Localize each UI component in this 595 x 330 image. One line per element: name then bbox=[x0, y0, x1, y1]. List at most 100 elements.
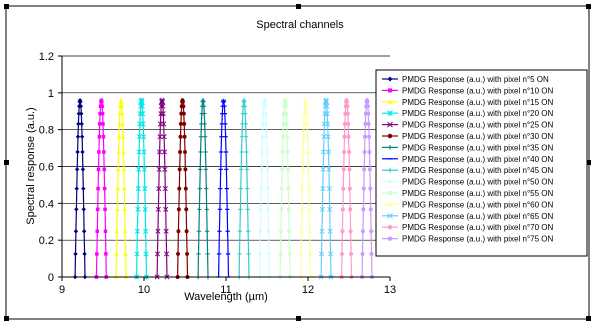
series-marker bbox=[162, 186, 168, 192]
legend-entry: PMDG Response (a.u.) with pixel n°40 ON bbox=[382, 155, 553, 164]
series-marker bbox=[120, 121, 125, 126]
series-marker bbox=[305, 134, 310, 139]
series-marker bbox=[323, 99, 330, 105]
series-marker bbox=[266, 229, 271, 234]
series-marker bbox=[369, 251, 374, 256]
series-marker bbox=[74, 186, 79, 191]
grid-lines bbox=[62, 55, 390, 241]
series-marker bbox=[73, 251, 78, 257]
series-marker bbox=[366, 111, 371, 116]
legend-label: PMDG Response (a.u.) with pixel n°70 ON bbox=[402, 223, 553, 232]
selection-handle bbox=[296, 316, 301, 321]
series-marker bbox=[300, 167, 305, 172]
series-marker bbox=[242, 104, 248, 109]
series-marker bbox=[116, 149, 121, 154]
series-marker bbox=[182, 121, 187, 126]
series-marker bbox=[326, 166, 332, 172]
series-marker bbox=[134, 251, 140, 257]
series-marker bbox=[161, 121, 167, 127]
legend-label: PMDG Response (a.u.) with pixel n°35 ON bbox=[402, 143, 553, 152]
series-marker bbox=[103, 207, 107, 212]
series-marker bbox=[97, 122, 102, 126]
legend-box bbox=[375, 69, 588, 257]
series-marker bbox=[285, 150, 290, 154]
series-marker bbox=[281, 122, 286, 126]
series-marker bbox=[75, 134, 81, 139]
series-marker bbox=[368, 186, 373, 191]
series-marker bbox=[246, 251, 251, 257]
series-marker bbox=[121, 167, 127, 172]
series-marker bbox=[204, 229, 210, 234]
series-marker bbox=[387, 110, 393, 117]
series-marker bbox=[95, 207, 100, 212]
series-marker bbox=[239, 134, 245, 139]
series-marker bbox=[243, 134, 249, 139]
series-marker bbox=[157, 149, 163, 155]
series-marker bbox=[81, 186, 86, 191]
series-marker bbox=[177, 167, 182, 172]
series-marker bbox=[360, 251, 365, 256]
legend-label: PMDG Response (a.u.) with pixel n°25 ON bbox=[402, 121, 553, 130]
chart-title: Spectral channels bbox=[256, 19, 344, 31]
selection-handle bbox=[586, 160, 591, 165]
series-marker bbox=[387, 99, 393, 104]
legend-entry: PMDG Response (a.u.) with pixel n°5 ON bbox=[382, 75, 549, 84]
series-marker bbox=[177, 186, 182, 191]
series-marker bbox=[180, 99, 185, 104]
series-marker bbox=[286, 207, 291, 212]
series-marker bbox=[282, 111, 286, 116]
series-peak bbox=[134, 97, 150, 280]
series-marker bbox=[244, 149, 249, 155]
series-marker bbox=[347, 150, 351, 154]
x-tick-label: 9 bbox=[59, 284, 65, 296]
y-tick-label: 1.2 bbox=[39, 51, 54, 63]
series-marker bbox=[300, 186, 305, 191]
series-marker bbox=[280, 186, 284, 191]
series-marker bbox=[387, 201, 393, 207]
series-marker bbox=[287, 252, 292, 256]
series-marker bbox=[348, 229, 353, 234]
series-marker bbox=[264, 134, 269, 139]
series-peak bbox=[94, 98, 109, 279]
series-marker bbox=[259, 167, 264, 172]
series-marker bbox=[196, 251, 201, 257]
series-marker bbox=[325, 134, 331, 140]
series-marker bbox=[340, 251, 345, 256]
y-axis-label: Spectral response (a.u.) bbox=[25, 107, 37, 224]
series-marker bbox=[204, 186, 209, 191]
series-marker bbox=[239, 149, 244, 155]
series-marker bbox=[161, 149, 168, 155]
series-marker bbox=[245, 229, 251, 234]
series-marker bbox=[304, 104, 309, 108]
series-marker bbox=[116, 134, 122, 139]
series-marker bbox=[319, 206, 325, 212]
series-marker bbox=[362, 150, 367, 154]
series-marker bbox=[76, 111, 82, 116]
y-tick-label: 0.8 bbox=[39, 125, 54, 137]
series-marker bbox=[114, 229, 120, 234]
series-marker bbox=[140, 121, 146, 127]
series-marker bbox=[348, 207, 353, 212]
series-peak bbox=[360, 98, 374, 279]
series-marker bbox=[361, 207, 366, 212]
series-marker bbox=[303, 99, 309, 104]
series-marker bbox=[360, 229, 365, 234]
series-marker bbox=[305, 149, 311, 154]
series-marker bbox=[160, 111, 166, 117]
series-marker bbox=[286, 167, 290, 172]
series-marker bbox=[281, 134, 285, 139]
series-marker bbox=[278, 252, 283, 256]
selection-handle bbox=[296, 4, 301, 9]
series-peak bbox=[72, 98, 88, 280]
series-marker bbox=[284, 122, 289, 126]
series-marker bbox=[80, 167, 86, 172]
series-marker bbox=[307, 251, 313, 256]
series-peak bbox=[175, 98, 190, 279]
series-marker bbox=[159, 99, 165, 105]
series-marker bbox=[345, 111, 350, 116]
series-marker bbox=[102, 186, 107, 191]
series-marker bbox=[96, 167, 101, 172]
series-marker bbox=[161, 134, 167, 140]
series-marker bbox=[101, 134, 106, 139]
series-marker bbox=[141, 166, 147, 172]
